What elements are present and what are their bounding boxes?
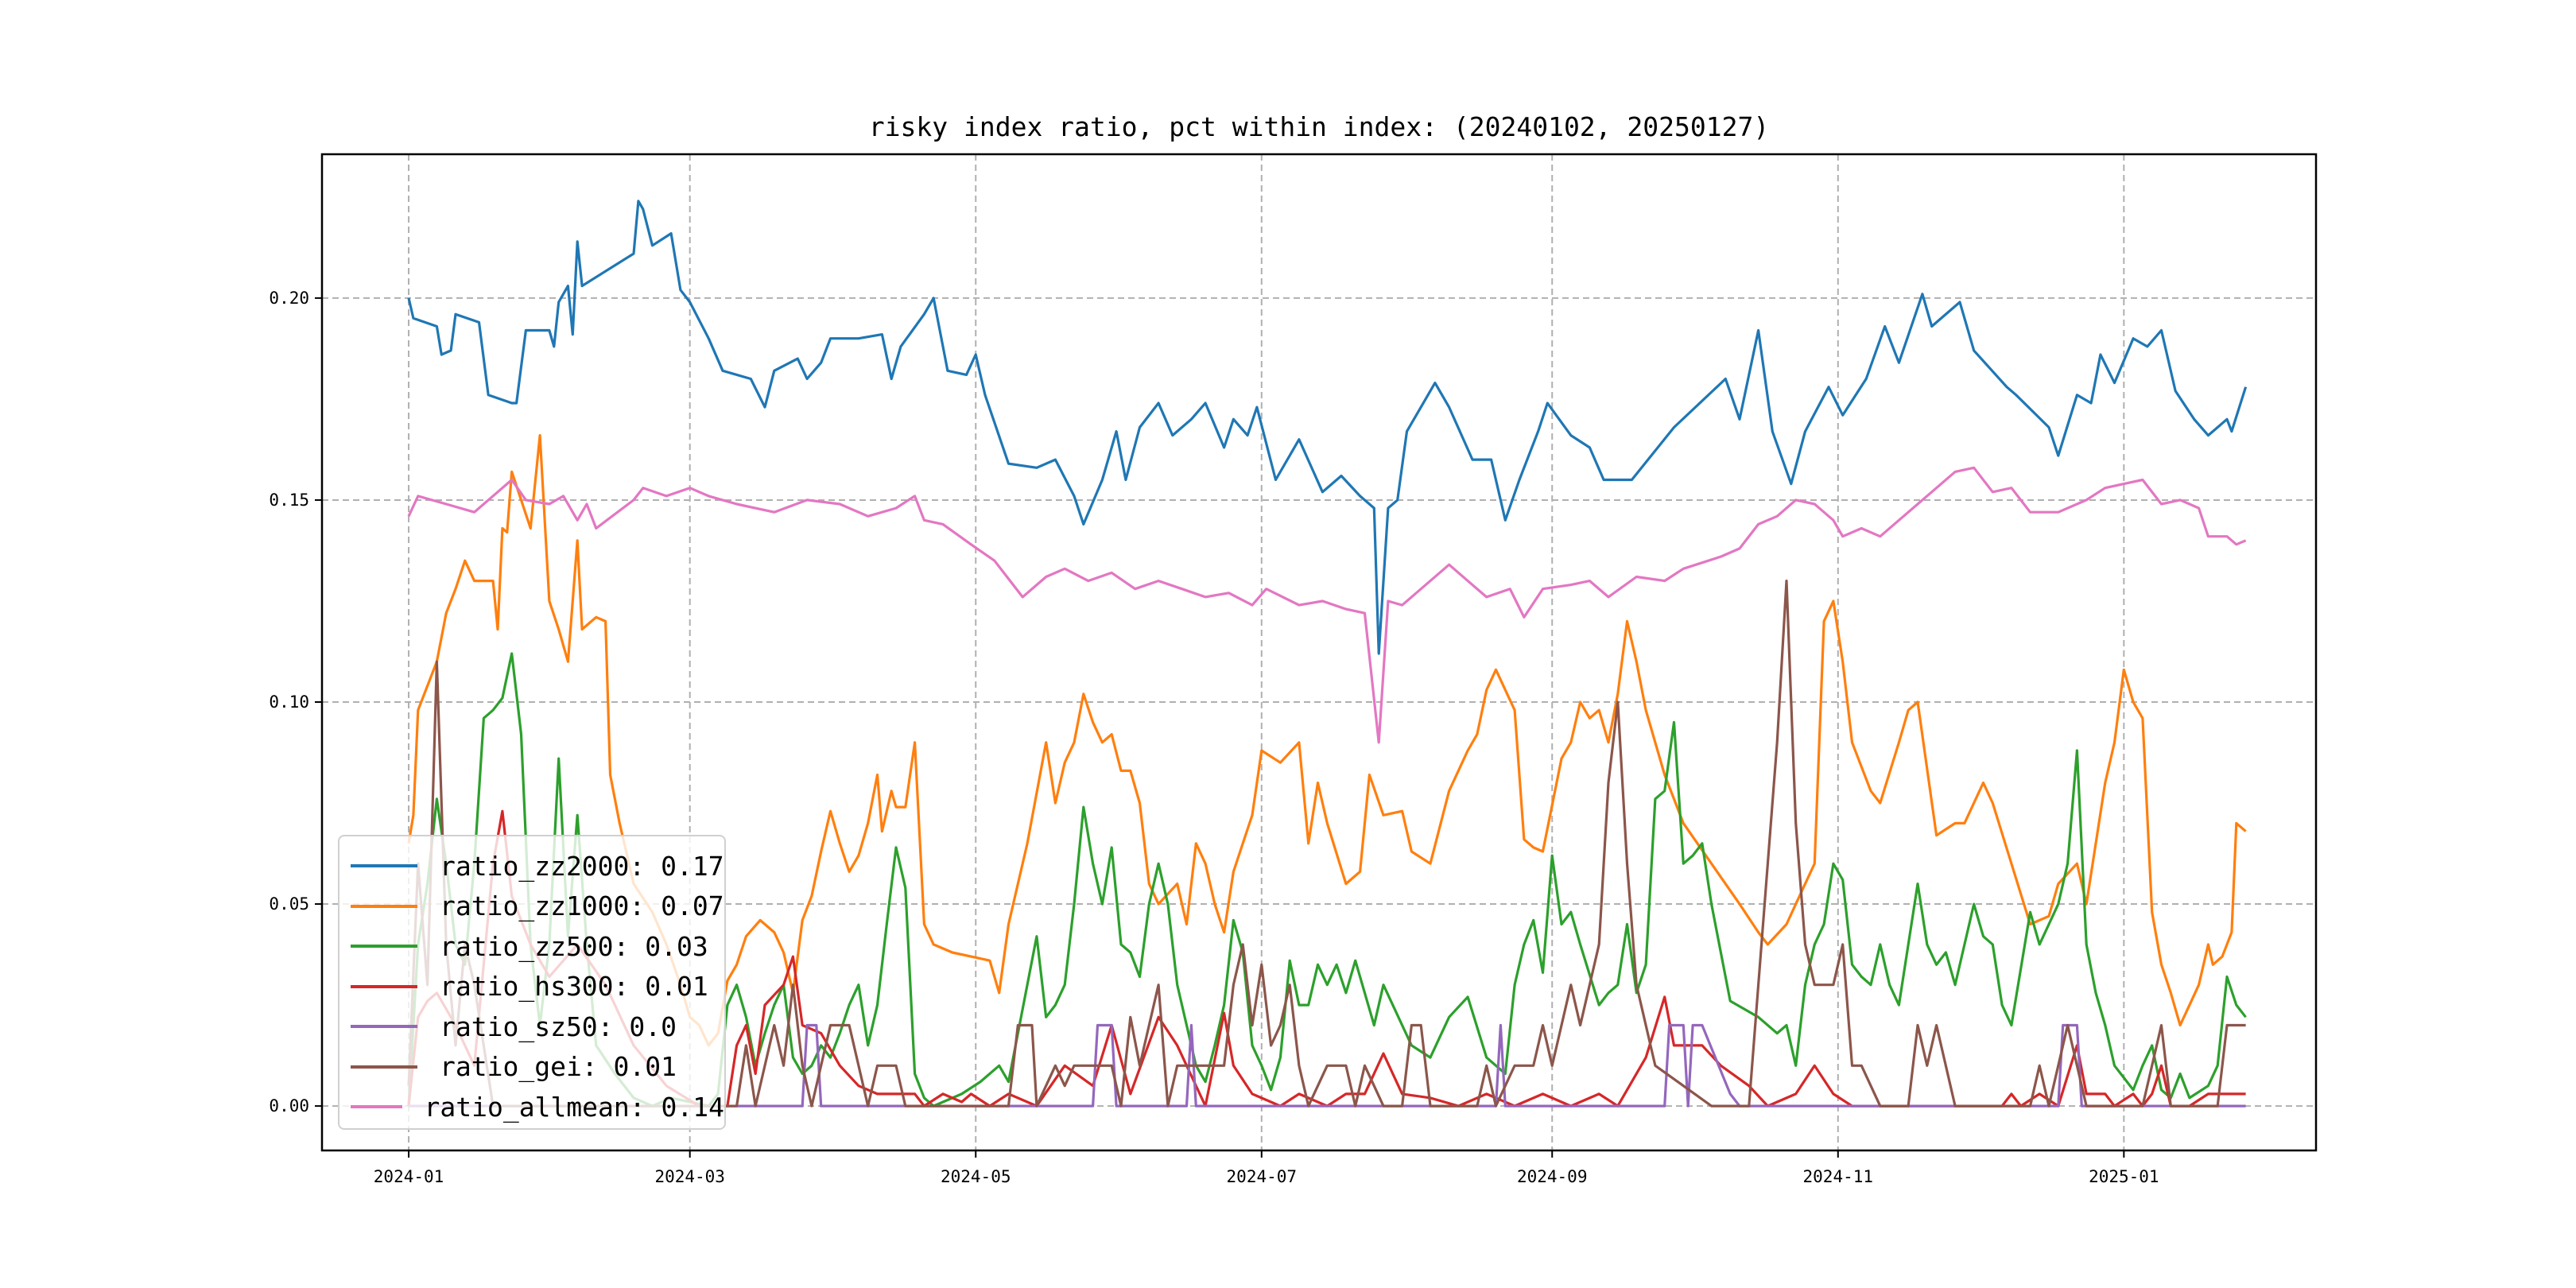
x-tick-label: 2024-09 [1517, 1167, 1588, 1186]
y-tick-label: 0.20 [269, 289, 309, 308]
legend-swatch [351, 1105, 402, 1109]
chart-title: risky index ratio, pct within index: (20… [868, 111, 1770, 142]
legend-item-ratio-gei: ratio_gei: 0.01 [351, 1047, 724, 1088]
x-tick-label: 2024-07 [1227, 1167, 1298, 1186]
legend-label: ratio_gei: 0.01 [440, 1051, 677, 1083]
legend-swatch [351, 984, 417, 988]
axis-ticks: 2024-01 2024-03 2024-05 2024-07 2024-09 2024-… [269, 289, 2159, 1186]
series-line-ratio-gei [407, 579, 2246, 1108]
y-tick-label: 0.15 [269, 491, 309, 510]
plot-frame [320, 153, 2318, 1152]
legend-swatch [351, 864, 417, 868]
legend-label: ratio_zz1000: 0.07 [440, 890, 724, 922]
legend-swatch [351, 904, 417, 908]
legend: ratio_zz2000: 0.17 ratio_zz1000: 0.07 rati… [338, 835, 726, 1130]
legend-item-ratio-zz2000: ratio_zz2000: 0.17 [351, 846, 724, 886]
legend-label: ratio_sz50: 0.0 [440, 1011, 677, 1042]
y-tick-label: 0.10 [269, 692, 309, 712]
legend-item-ratio-hs300: ratio_hs300: 0.01 [351, 967, 724, 1007]
legend-item-ratio-zz500: ratio_zz500: 0.03 [351, 926, 724, 967]
legend-label: ratio_allmean: 0.14 [424, 1091, 725, 1123]
legend-item-ratio-sz50: ratio_sz50: 0.0 [351, 1007, 724, 1047]
x-tick-label: 2025-01 [2089, 1167, 2159, 1186]
legend-label: ratio_zz500: 0.03 [440, 930, 708, 962]
x-tick-label: 2024-05 [941, 1167, 1011, 1186]
y-tick-label: 0.05 [269, 894, 309, 914]
grid-lines [322, 154, 2316, 1150]
series-line-ratio-allmean [407, 466, 2247, 744]
x-tick-label: 2024-11 [1803, 1167, 1874, 1186]
x-tick-label: 2024-01 [374, 1167, 444, 1186]
legend-label: ratio_zz2000: 0.17 [440, 850, 724, 882]
legend-swatch [351, 945, 417, 949]
series-line-ratio-zz500 [407, 652, 2247, 1108]
legend-swatch [351, 1025, 417, 1029]
series-line-ratio-zz2000 [407, 200, 2248, 655]
legend-item-ratio-allmean: ratio_allmean: 0.14 [351, 1087, 724, 1127]
y-tick-label: 0.00 [269, 1096, 309, 1115]
legend-item-ratio-zz1000: ratio_zz1000: 0.07 [351, 886, 724, 927]
legend-swatch [351, 1065, 417, 1069]
legend-label: ratio_hs300: 0.01 [440, 971, 708, 1003]
x-tick-label: 2024-03 [654, 1167, 725, 1186]
